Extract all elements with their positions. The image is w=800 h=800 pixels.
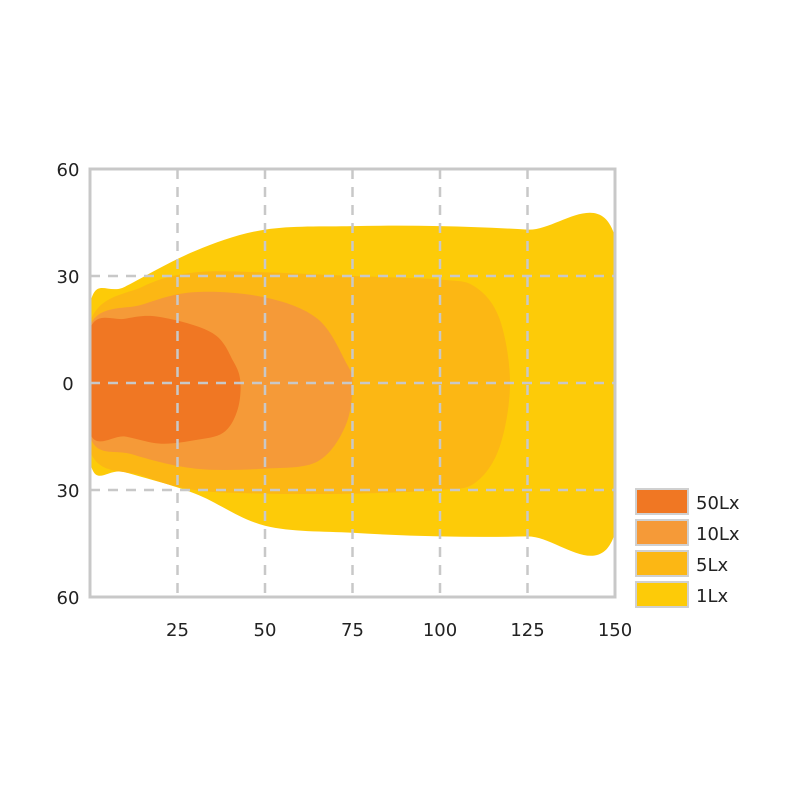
x-axis-ticks: 25 50 75 100 125 150 <box>166 620 632 641</box>
legend-label-50lx: 50Lx <box>696 493 740 514</box>
legend-label-10lx: 10Lx <box>696 524 740 545</box>
legend-swatch-1lx <box>635 581 689 608</box>
gridlines <box>90 169 615 597</box>
y-tick-label: 60 <box>57 160 80 181</box>
y-tick-label: 60 <box>57 588 80 609</box>
legend-label-5lx: 5Lx <box>696 555 728 576</box>
y-tick-label: 30 <box>57 481 80 502</box>
x-tick-label: 150 <box>598 620 632 641</box>
x-tick-label: 50 <box>254 620 277 641</box>
legend-label-1lx: 1Lx <box>696 586 728 607</box>
plot-frame <box>88 167 617 599</box>
area-50lx <box>90 315 241 444</box>
x-tick-label: 100 <box>423 620 457 641</box>
x-tick-label: 75 <box>341 620 364 641</box>
legend-swatch-5lx <box>635 550 689 577</box>
x-tick-label: 25 <box>166 620 189 641</box>
legend-swatch-50lx <box>635 488 689 515</box>
legend: 50Lx 10Lx 5Lx 1Lx <box>635 488 740 608</box>
y-axis-ticks: 60 30 0 30 60 <box>57 160 80 609</box>
y-tick-label: 0 <box>62 374 73 395</box>
y-tick-label: 30 <box>57 267 80 288</box>
isolux-areas <box>90 212 615 556</box>
legend-swatch-10lx <box>635 519 689 546</box>
x-tick-label: 125 <box>510 620 544 641</box>
